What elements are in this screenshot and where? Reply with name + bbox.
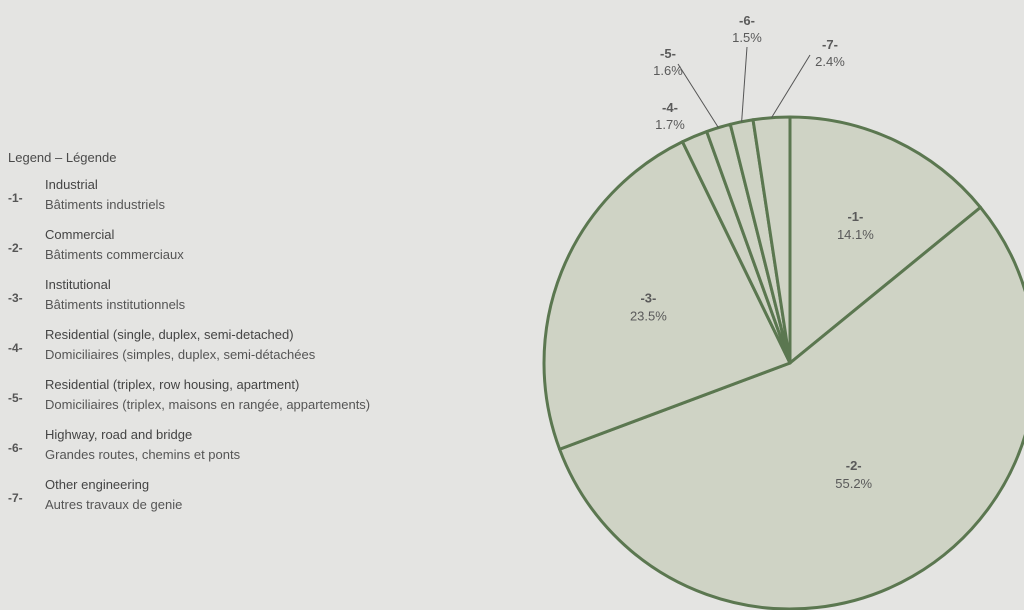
slice-label-number-4: -4-	[662, 100, 678, 115]
legend-item-label-fr: Domiciliaires (simples, duplex, semi-dét…	[45, 347, 316, 362]
callout-line-5	[677, 63, 719, 128]
pie-slice-2	[558, 205, 1024, 610]
legend-item-3: -3- Institutional Bâtiments institutionn…	[8, 277, 528, 327]
callout-line-7	[771, 54, 811, 118]
legend-item-label-en: Residential (triplex, row housing, apart…	[45, 377, 300, 392]
legend-item-label-fr: Bâtiments institutionnels	[45, 297, 186, 312]
slice-label-number-6: -6-	[739, 13, 755, 28]
slice-label-value-2: 55.2%	[835, 476, 872, 491]
slice-label-value-3: 23.5%	[630, 308, 667, 323]
legend-item-number: -6-	[8, 441, 23, 455]
legend-item-number: -1-	[8, 191, 23, 205]
slice-label-number-5: -5-	[660, 46, 676, 61]
legend-item-number: -5-	[8, 391, 23, 405]
legend-item-label-fr: Bâtiments commerciaux	[45, 247, 184, 262]
legend-item-1: -1- Industrial Bâtiments industriels	[8, 177, 528, 227]
slice-label-number-1: -1-	[847, 209, 863, 224]
legend-item-number: -4-	[8, 341, 23, 355]
slice-label-value-4: 1.7%	[655, 117, 685, 132]
slice-label-number-3: -3-	[640, 290, 656, 305]
legend-item-number: -7-	[8, 491, 23, 505]
pie-slice-1	[788, 115, 983, 365]
slice-label-number-2: -2-	[846, 458, 862, 473]
legend-item-6: -6- Highway, road and bridge Grandes rou…	[8, 427, 528, 477]
legend-item-label-fr: Bâtiments industriels	[45, 197, 165, 212]
chart-legend: Legend – Légende -1- Industrial Bâtiment…	[8, 150, 528, 527]
slice-label-number-7: -7-	[822, 37, 838, 52]
legend-title: Legend – Légende	[8, 150, 117, 165]
legend-item-2: -2- Commercial Bâtiments commerciaux	[8, 227, 528, 277]
slice-label-value-6: 1.5%	[732, 30, 762, 45]
legend-item-7: -7- Other engineering Autres travaux de …	[8, 477, 528, 527]
legend-item-label-en: Other engineering	[45, 477, 150, 492]
pie-slice-3	[542, 140, 792, 451]
legend-item-label-fr: Grandes routes, chemins et ponts	[45, 447, 241, 462]
legend-item-4: -4- Residential (single, duplex, semi-de…	[8, 327, 528, 377]
legend-item-number: -3-	[8, 291, 23, 305]
callout-line-6	[741, 46, 748, 122]
slice-label-value-7: 2.4%	[815, 54, 845, 69]
pie-callouts	[677, 46, 811, 128]
legend-item-number: -2-	[8, 241, 23, 255]
legend-item-label-en: Residential (single, duplex, semi-detach…	[45, 327, 294, 342]
pie-slices	[542, 115, 1024, 610]
legend-item-label-fr: Domiciliaires (triplex, maisons en rangé…	[45, 397, 371, 412]
legend-item-label-en: Institutional	[45, 277, 111, 292]
legend-item-5: -5- Residential (triplex, row housing, a…	[8, 377, 528, 427]
legend-item-label-en: Industrial	[45, 177, 98, 192]
pie-labels: -1- 14.1% -2- 55.2% -3- 23.5% -4- 1.7% -5- 1.6% -6…	[630, 13, 874, 491]
slice-label-value-1: 14.1%	[837, 227, 874, 242]
legend-item-label-en: Commercial	[45, 227, 115, 242]
legend-item-label-fr: Autres travaux de genie	[45, 497, 183, 512]
slice-label-value-5: 1.6%	[653, 63, 683, 78]
legend-item-label-en: Highway, road and bridge	[45, 427, 193, 442]
